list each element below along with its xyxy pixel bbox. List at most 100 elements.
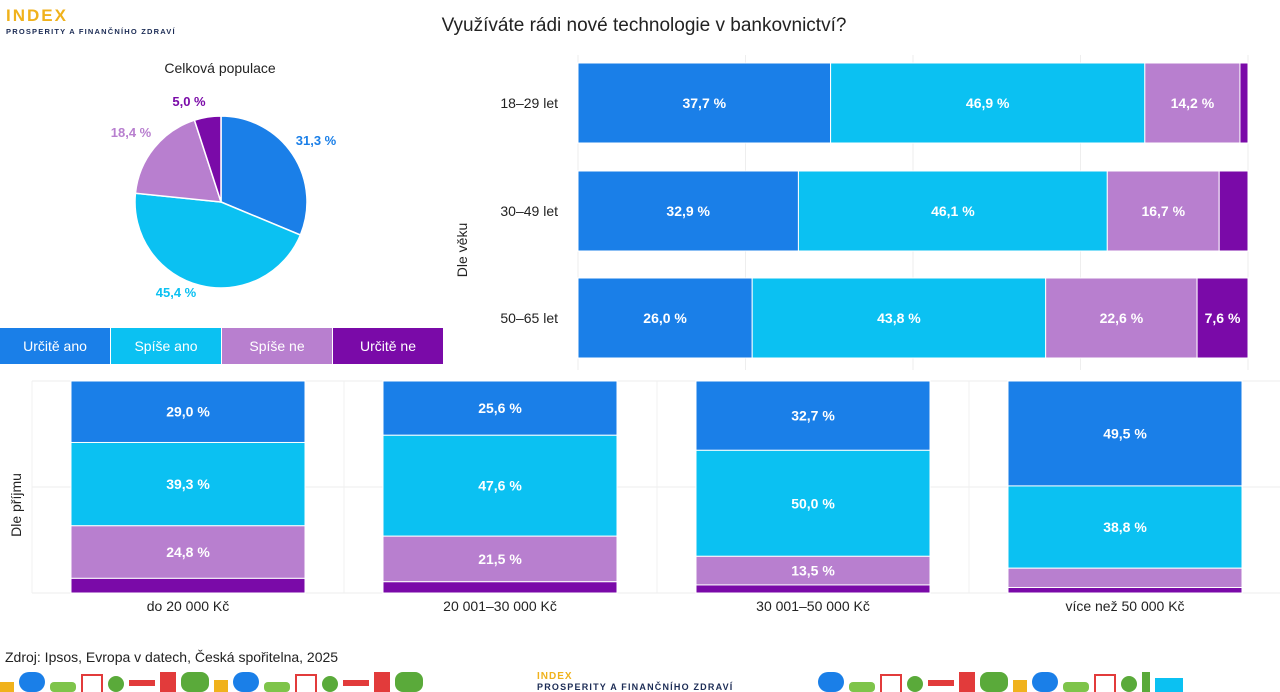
age-category-label: 18–29 let <box>500 95 558 111</box>
age-bar-label: 22,6 % <box>1100 310 1144 326</box>
age-bar-label: 14,2 % <box>1171 95 1215 111</box>
car-icon <box>849 682 875 692</box>
age-bar-segment <box>1144 62 1241 144</box>
income-bar-segment <box>695 584 931 594</box>
age-bar-segment <box>1106 170 1220 252</box>
pie-title: Celková populace <box>164 60 276 76</box>
income-category-label: do 20 000 Kč <box>147 598 230 614</box>
income-bar-segment <box>695 380 931 451</box>
age-bar-label: 46,1 % <box>931 203 975 219</box>
income-bar-label: 47,6 % <box>478 478 522 494</box>
pie-slice <box>220 115 308 236</box>
income-category-label: více než 50 000 Kč <box>1065 598 1184 614</box>
income-bar-segment <box>1007 567 1243 588</box>
building-icon <box>160 672 176 692</box>
age-bar-segment <box>577 277 753 359</box>
railway-icon <box>928 680 954 686</box>
car-icon <box>50 682 76 692</box>
age-bar-label: 7,6 % <box>1205 310 1241 326</box>
footer-logo-subtitle: PROSPERITY A FINANČNÍHO ZDRAVÍ <box>537 682 734 692</box>
age-bar-chart: Dle věku 18–29 let 37,7 % 46,9 % 14,2 % 30–49… <box>454 55 1249 370</box>
age-bar-segment <box>1196 277 1249 359</box>
pie-slice-label: 31,3 % <box>296 133 337 148</box>
bench-icon <box>81 674 103 692</box>
income-category-label: 30 001–50 000 Kč <box>756 598 870 614</box>
income-bar-label: 50,0 % <box>791 495 835 511</box>
income-bar-segment <box>382 535 618 583</box>
legend-item-spise-ano: Spíše ano <box>111 328 221 364</box>
car-icon <box>264 682 290 692</box>
car-icon <box>1063 682 1089 692</box>
income-bar-segment <box>382 434 618 537</box>
legend-item-urcite-ano: Určitě ano <box>0 328 110 364</box>
age-bar-label: 16,7 % <box>1141 203 1185 219</box>
bench-icon <box>295 674 317 692</box>
pie-slice-label: 5,0 % <box>172 94 206 109</box>
income-bar-segment <box>70 525 306 579</box>
income-bar-label: 29,0 % <box>166 404 210 420</box>
pie-slice <box>193 115 222 203</box>
palm-icon <box>1142 672 1150 692</box>
tree-icon <box>181 672 209 692</box>
age-bar-label: 43,8 % <box>877 310 921 326</box>
age-bar-segment <box>830 62 1146 144</box>
age-bar-segment <box>797 170 1108 252</box>
income-bar-segment <box>1007 380 1243 487</box>
income-category-label: 20 001–30 000 Kč <box>443 598 557 614</box>
decorative-icon-strip-left <box>0 670 470 692</box>
age-bar-segment <box>577 170 799 252</box>
building-icon <box>374 672 390 692</box>
gear-icon <box>322 676 338 692</box>
water-icon <box>1155 678 1183 692</box>
chart-title: Využíváte rádi nové technologie v bankov… <box>441 15 847 36</box>
income-bar-label: 21,5 % <box>478 551 522 567</box>
globe-icon <box>1032 672 1058 692</box>
gear-icon <box>1121 676 1137 692</box>
income-bar-label: 49,5 % <box>1103 425 1147 441</box>
income-bar-label: 25,6 % <box>478 400 522 416</box>
income-bar-label: 39,3 % <box>166 476 210 492</box>
tree-icon <box>980 672 1008 692</box>
age-bar-segment <box>1045 277 1198 359</box>
income-bar-segment <box>1007 586 1243 594</box>
age-bar-label: 37,7 % <box>682 95 726 111</box>
bench-icon <box>1094 674 1116 692</box>
income-axis-label: Dle příjmu <box>8 473 24 537</box>
decorative-icon-strip-right <box>818 670 1280 692</box>
railway-icon <box>343 680 369 686</box>
globe-icon <box>19 672 45 692</box>
railway-icon <box>129 680 155 686</box>
income-bar-label: 38,8 % <box>1103 519 1147 535</box>
age-bar-label: 26,0 % <box>643 310 687 326</box>
footer-logo-title: INDEX <box>537 671 573 682</box>
income-bar-chart: Dle příjmu 29,0 % 39,3 % 24,8 % do 20 000 Kč… <box>8 380 1280 614</box>
income-bar-label: 32,7 % <box>791 408 835 424</box>
logo-subtitle: PROSPERITY A FINANČNÍHO ZDRAVÍ <box>6 27 176 36</box>
income-bar-segment <box>1007 485 1243 569</box>
globe-icon <box>233 672 259 692</box>
pie-slice-label: 45,4 % <box>156 285 197 300</box>
income-bar-segment <box>70 441 306 527</box>
income-bar-label: 24,8 % <box>166 544 210 560</box>
footer-logo: INDEX PROSPERITY A FINANČNÍHO ZDRAVÍ <box>537 671 734 692</box>
age-bar-segment <box>577 62 832 144</box>
globe-icon <box>818 672 844 692</box>
age-bar-label: 32,9 % <box>666 203 710 219</box>
income-bar-segment <box>70 577 306 594</box>
pie-slice <box>134 119 223 203</box>
age-axis-label: Dle věku <box>454 223 470 277</box>
source-note: Zdroj: Ipsos, Evropa v datech, Česká spo… <box>5 649 339 665</box>
building-icon <box>959 672 975 692</box>
logo-title: INDEX <box>6 6 68 25</box>
age-bar-segment <box>751 277 1047 359</box>
income-bar-segment <box>695 449 931 557</box>
bars-icon <box>0 682 14 692</box>
age-bar-segment <box>1239 62 1249 144</box>
age-bar-label: 46,9 % <box>966 95 1010 111</box>
pie-chart: 31,3 % 45,4 % 18,4 % 5,0 % <box>111 94 337 300</box>
income-bar-segment <box>382 581 618 594</box>
gear-icon <box>108 676 124 692</box>
logo: INDEX PROSPERITY A FINANČNÍHO ZDRAVÍ <box>6 6 176 36</box>
age-category-label: 30–49 let <box>500 203 558 219</box>
legend-item-urcite-ne: Určitě ne <box>333 328 443 364</box>
